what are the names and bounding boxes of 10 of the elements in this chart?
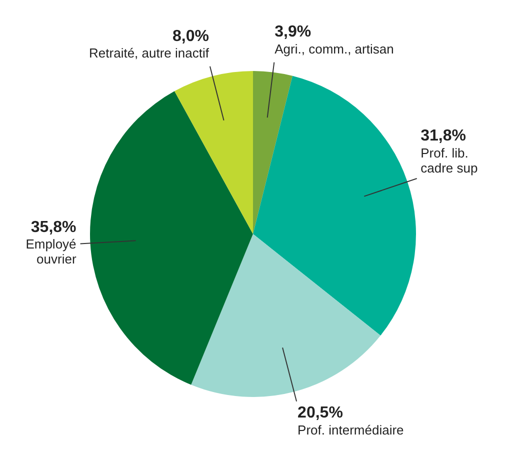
slice-label: Employé ouvrier xyxy=(26,236,77,267)
slice-label: Retraité, autre inactif xyxy=(89,46,210,61)
data-label: 3,9% xyxy=(274,24,312,41)
slice-label: Agri., comm., artisan xyxy=(274,41,394,56)
data-label: 35,8% xyxy=(30,218,76,236)
slice-label: Prof. lib. cadre sup xyxy=(420,145,478,176)
data-label: 8,0% xyxy=(172,28,209,45)
data-label: 31,8% xyxy=(420,128,466,145)
data-label: 20,5% xyxy=(298,404,343,422)
slice-label: Prof. intermédiaire xyxy=(298,422,404,438)
